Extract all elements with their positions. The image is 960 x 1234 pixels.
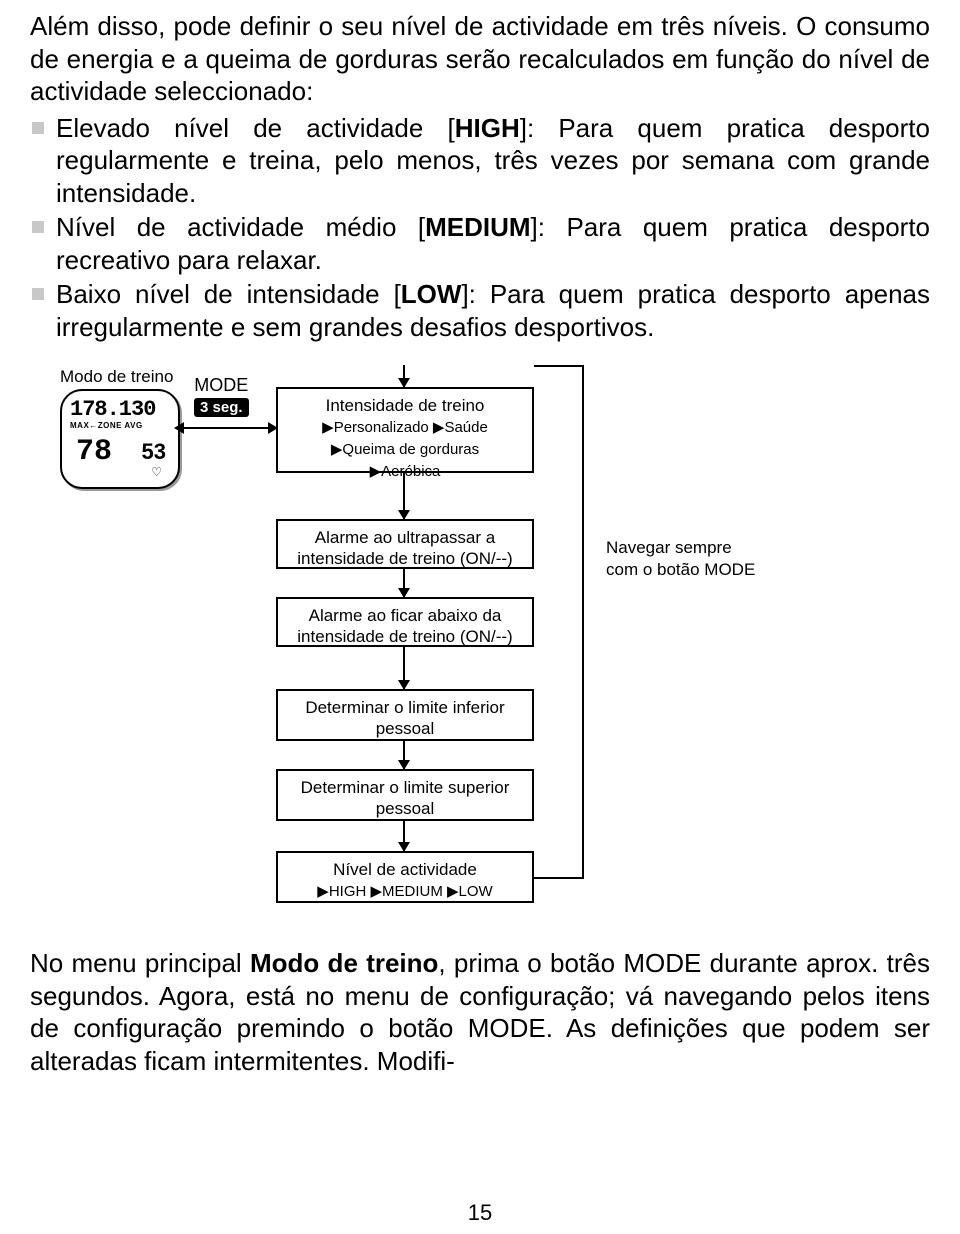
box-line: intensidade de treino (ON/--)	[297, 627, 512, 646]
watch-big-digit-left: 78	[76, 435, 112, 469]
watch-top-digits: 178.130	[70, 397, 155, 422]
bullet-text: Baixo nível de intensidade [	[56, 279, 401, 309]
down-arrow-icon	[403, 473, 405, 519]
loop-connector	[534, 365, 584, 879]
box-line: Nível de actividade	[333, 860, 477, 879]
box-line: ▶Aeróbica	[370, 463, 441, 480]
box-activity-level: Nível de actividade ▶HIGH ▶MEDIUM ▶LOW	[276, 851, 534, 903]
box-alarm-over: Alarme ao ultrapassar a intensidade de t…	[276, 519, 534, 569]
mode-word: MODE	[194, 375, 248, 395]
down-arrow-icon	[403, 741, 405, 769]
bullet-text: Elevado nível de actividade [	[56, 113, 455, 143]
box-alarm-under: Alarme ao ficar abaixo da intensidade de…	[276, 597, 534, 647]
box-line: Intensidade de treino	[326, 396, 485, 415]
flow-diagram: Modo de treino 178.130 MAX←ZONE AVG 78 5…	[60, 367, 760, 927]
box-lower-limit: Determinar o limite inferior pessoal	[276, 689, 534, 741]
box-line: intensidade de treino (ON/--)	[297, 549, 512, 568]
heart-icon: ♡	[151, 465, 162, 479]
box-line: Alarme ao ultrapassar a	[315, 528, 495, 547]
box-line: Determinar o limite inferior	[305, 698, 504, 717]
watch-display-icon: 178.130 MAX←ZONE AVG 78 53 ♡	[60, 389, 180, 489]
down-arrow-icon	[403, 569, 405, 597]
mode-duration-badge: 3 seg.	[194, 398, 249, 417]
bullet-medium: Nível de actividade médio [MEDIUM]: Para…	[30, 211, 930, 276]
bidirectional-arrow-icon	[182, 427, 270, 429]
watch-subtext: MAX←ZONE AVG	[70, 421, 143, 430]
activity-level-list: Elevado nível de actividade [HIGH]: Para…	[30, 112, 930, 344]
down-arrow-icon	[403, 365, 405, 387]
down-arrow-icon	[403, 821, 405, 851]
mode-label: MODE 3 seg.	[194, 375, 249, 417]
bullet-bold: MEDIUM	[425, 212, 530, 242]
footer-pre: No menu principal	[30, 948, 250, 978]
box-line: ▶HIGH ▶MEDIUM ▶LOW	[317, 883, 492, 900]
intro-paragraph: Além disso, pode definir o seu nível de …	[30, 10, 930, 108]
watch-big-digit-right: 53	[142, 439, 166, 465]
box-line: pessoal	[376, 799, 435, 818]
box-line: Determinar o limite superior	[301, 778, 510, 797]
box-line: pessoal	[376, 719, 435, 738]
footer-bold: Modo de treino	[250, 948, 438, 978]
modo-de-treino-label: Modo de treino	[60, 367, 173, 387]
box-line: Alarme ao ficar abaixo da	[309, 606, 502, 625]
box-line: ▶Queima de gorduras	[331, 441, 479, 458]
box-upper-limit: Determinar o limite superior pessoal	[276, 769, 534, 821]
bullet-high: Elevado nível de actividade [HIGH]: Para…	[30, 112, 930, 210]
bullet-bold: HIGH	[455, 113, 520, 143]
box-intensity: Intensidade de treino ▶Personalizado ▶Sa…	[276, 387, 534, 473]
bullet-low: Baixo nível de intensidade [LOW]: Para q…	[30, 278, 930, 343]
side-note: Navegar sempre com o botão MODE	[606, 537, 756, 581]
bullet-text: Nível de actividade médio [	[56, 212, 425, 242]
down-arrow-icon	[403, 647, 405, 689]
footer-paragraph: No menu principal Modo de treino, prima …	[30, 947, 930, 1077]
page-number: 15	[0, 1200, 960, 1226]
bullet-bold: LOW	[401, 279, 462, 309]
box-line: ▶Personalizado ▶Saúde	[322, 419, 488, 436]
